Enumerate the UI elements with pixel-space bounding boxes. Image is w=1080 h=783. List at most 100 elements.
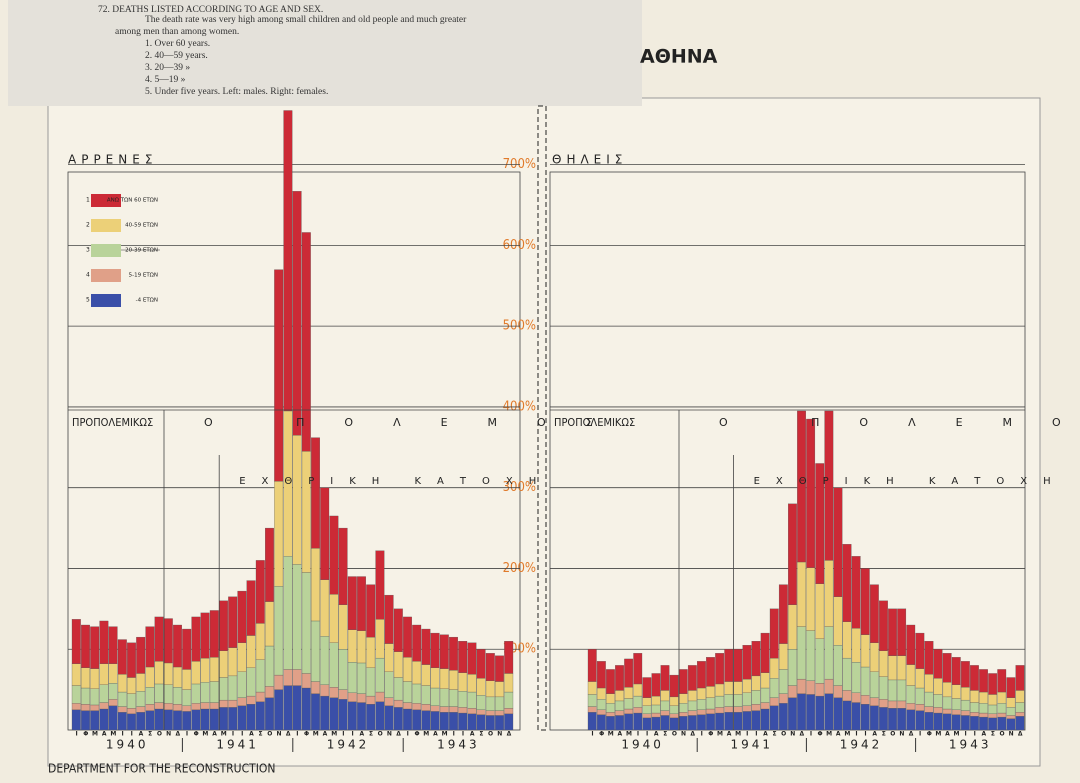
bar-segment xyxy=(154,702,164,710)
month-label: Α xyxy=(249,731,254,738)
bar-segment xyxy=(815,583,825,639)
bar-segment xyxy=(633,695,643,708)
bar-segment xyxy=(897,679,907,702)
bar-segment xyxy=(888,655,897,681)
bar-segment xyxy=(851,702,861,731)
bar-segment xyxy=(988,673,998,695)
bar-segment xyxy=(90,668,100,689)
bar-segment xyxy=(587,694,597,707)
year-label: 1941 xyxy=(216,738,259,752)
month-label: Α xyxy=(359,731,364,738)
month-label: Δ xyxy=(690,731,695,738)
caption-heading: 72. DEATHS LISTED ACCORDING TO AGE AND S… xyxy=(98,5,323,15)
month-label: Φ xyxy=(927,731,932,738)
month-label: Φ xyxy=(708,731,713,738)
month-label: Ι xyxy=(407,731,409,738)
bar-segment xyxy=(292,435,302,565)
bar-segment xyxy=(669,717,679,731)
bar-segment xyxy=(117,674,127,693)
legend-label: 20-39 ΕΤΩΝ xyxy=(125,248,158,254)
period-label: ΕΧΘΡΙΚΗ ΚΑΤΟΧΗ xyxy=(754,476,1067,487)
bar-segment xyxy=(642,713,652,719)
bar-segment xyxy=(209,681,219,703)
bar-segment xyxy=(933,678,943,695)
bar-segment xyxy=(970,702,979,713)
bar-segment xyxy=(751,704,761,711)
bar-segment xyxy=(633,683,643,697)
bar-segment xyxy=(421,710,431,731)
month-label: Α xyxy=(727,731,732,738)
bar-segment xyxy=(71,709,81,731)
month-label: Μ xyxy=(442,731,448,738)
bar-segment xyxy=(366,704,376,731)
bar-segment xyxy=(624,713,634,731)
bar-segment xyxy=(642,697,652,706)
bar-segment xyxy=(697,661,706,689)
bar-segment xyxy=(173,710,182,731)
bar-segment xyxy=(624,708,634,714)
bar-segment xyxy=(145,626,155,668)
bar-segment xyxy=(219,707,228,731)
bar-segment xyxy=(988,717,998,731)
bar-segment xyxy=(467,642,477,675)
bar-segment xyxy=(81,667,90,689)
bar-segment xyxy=(99,663,109,685)
bar-segment xyxy=(1015,712,1025,717)
bar-segment xyxy=(724,649,734,682)
bar-segment xyxy=(815,683,825,697)
bar-segment xyxy=(467,691,477,709)
bar-segment xyxy=(320,684,330,697)
bar-segment xyxy=(458,672,468,692)
bar-segment xyxy=(633,707,643,714)
bar-segment xyxy=(915,668,925,689)
bar-segment xyxy=(99,708,109,731)
bar-segment xyxy=(338,649,348,690)
month-label: Φ xyxy=(817,731,822,738)
caption-line: 1. Over 60 years. xyxy=(145,39,210,49)
bar-segment xyxy=(979,669,988,693)
bar-segment xyxy=(951,684,961,699)
bar-segment xyxy=(393,677,403,701)
year-label: 1940 xyxy=(621,738,664,752)
bar-segment xyxy=(439,706,449,713)
bar-segment xyxy=(1006,715,1016,719)
bar-segment xyxy=(678,669,688,694)
bar-segment xyxy=(742,705,752,712)
bar-segment xyxy=(687,715,697,731)
bar-segment xyxy=(924,706,934,713)
month-label: Φ xyxy=(414,731,419,738)
bar-segment xyxy=(788,685,797,698)
bar-segment xyxy=(751,675,761,691)
bar-segment xyxy=(879,699,888,708)
bar-segment xyxy=(117,712,127,731)
month-label: Δ xyxy=(396,731,401,738)
bar-segment xyxy=(769,705,779,731)
month-label: Δ xyxy=(286,731,291,738)
bar-segment xyxy=(596,687,606,700)
month-label: Α xyxy=(139,731,144,738)
month-label: Α xyxy=(654,731,659,738)
bar-segment xyxy=(906,709,916,731)
bar-segment xyxy=(615,710,624,716)
month-label: Ν xyxy=(497,731,502,738)
bar-segment xyxy=(154,708,164,731)
bar-segment xyxy=(504,641,514,674)
bar-segment xyxy=(824,626,834,680)
bar-segment xyxy=(660,700,670,711)
bar-segment xyxy=(697,687,706,700)
month-label: Μ xyxy=(92,731,98,738)
bar-segment xyxy=(430,687,440,706)
bar-segment xyxy=(751,641,761,677)
bar-segment xyxy=(495,696,504,711)
month-label: Ι xyxy=(453,731,455,738)
bar-segment xyxy=(329,687,339,698)
bar-segment xyxy=(403,657,412,682)
bar-segment xyxy=(687,665,697,691)
bar-segment xyxy=(90,688,100,706)
bar-segment xyxy=(412,683,422,704)
bar-segment xyxy=(163,703,173,710)
bar-segment xyxy=(228,707,238,731)
bar-segment xyxy=(615,665,624,691)
bar-segment xyxy=(366,695,376,705)
bar-segment xyxy=(888,700,897,709)
